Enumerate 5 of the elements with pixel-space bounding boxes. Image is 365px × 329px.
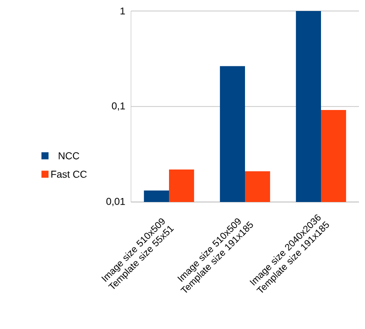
legend-label: NCC [58,152,80,160]
y-tick-label: 0,1 [112,102,125,111]
y-tick-label: 0,01 [106,198,125,206]
y-tick-label: 1 [120,8,125,14]
legend-label: Fast CC [51,170,87,178]
